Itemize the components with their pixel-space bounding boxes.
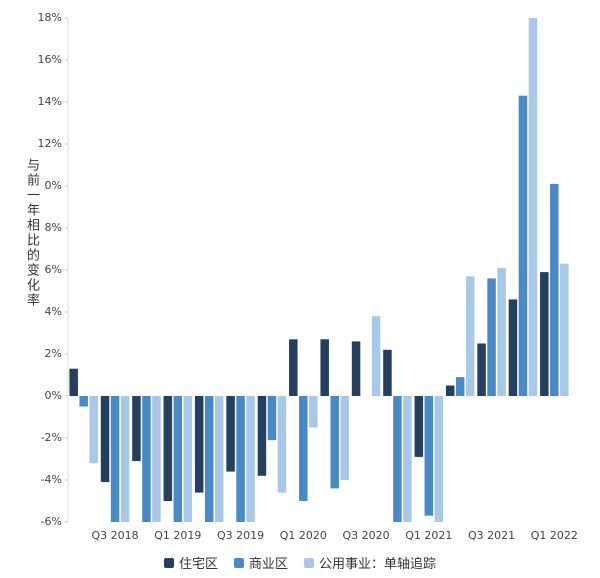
bar: [508, 299, 518, 396]
x-tick-label: Q3 2020: [342, 529, 389, 542]
bar: [236, 396, 245, 522]
bar: [340, 396, 349, 480]
bar: [371, 316, 381, 396]
x-tick-label: Q1 2019: [154, 529, 201, 542]
bar: [455, 377, 465, 396]
y-tick-label: 14%: [38, 95, 62, 108]
y-tick-label: 8%: [45, 221, 62, 234]
y-axis-label: 与前一年相比的变化率: [24, 158, 39, 308]
x-tick-label: Q3 2019: [217, 529, 264, 542]
bar: [277, 396, 287, 493]
x-tick-label: Q1 2022: [531, 529, 578, 542]
x-tick-label: Q3 2021: [468, 529, 515, 542]
bar: [434, 396, 444, 522]
legend-label: 住宅区: [178, 557, 218, 572]
legend-item: 商业区: [233, 553, 288, 572]
bar: [393, 396, 402, 522]
bar: [194, 396, 204, 493]
y-tick-label: 6%: [45, 263, 62, 276]
y-tick-label: 0%: [45, 179, 62, 192]
y-tick-label: 18%: [38, 11, 62, 24]
bar: [518, 95, 528, 396]
bar: [152, 396, 161, 522]
bar: [89, 396, 98, 464]
y-tick-label: 16%: [38, 53, 62, 66]
bar: [69, 368, 78, 396]
bar: [289, 339, 298, 396]
bar: [540, 272, 549, 396]
bar: [403, 396, 412, 522]
legend-swatch: [233, 557, 244, 568]
bar: [120, 396, 130, 522]
bar: [110, 396, 120, 522]
bar: [132, 396, 141, 462]
bar: [257, 396, 267, 476]
bar: [214, 396, 224, 522]
bar: [497, 267, 506, 396]
legend: 住宅区 商业区 公用事业：单轴追踪: [0, 553, 600, 572]
y-tick-label: 12%: [38, 137, 62, 150]
bar: [477, 343, 486, 396]
bar: [267, 396, 277, 441]
bar: [465, 276, 475, 396]
y-tick-label: -4%: [41, 473, 62, 486]
bar: [351, 341, 361, 396]
legend-swatch: [163, 557, 174, 568]
bar: [330, 396, 339, 489]
legend-item: 公用事业：单轴追踪: [304, 553, 436, 572]
legend-label: 公用事业：单轴追踪: [319, 557, 437, 572]
bar: [550, 183, 559, 396]
bar: [163, 396, 173, 501]
bar: [560, 263, 569, 396]
bar: [79, 396, 88, 407]
x-tick-label: Q3 2018: [91, 529, 138, 542]
legend-item: 住宅区: [163, 553, 218, 572]
bar: [445, 385, 455, 396]
bar: [299, 396, 308, 501]
y-tick-label: 0%: [45, 389, 62, 402]
bar: [383, 349, 392, 396]
y-tick-label: 4%: [45, 305, 62, 318]
bar: [226, 396, 235, 472]
bar: [246, 396, 255, 522]
x-tick-label: Q1 2021: [405, 529, 452, 542]
bar: [424, 396, 434, 516]
bar: [414, 396, 424, 457]
bar: [204, 396, 214, 522]
legend-swatch: [304, 557, 314, 568]
bar: [173, 396, 183, 522]
bar: [309, 396, 318, 428]
bar: [100, 396, 110, 483]
legend-label: 商业区: [248, 557, 288, 572]
x-tick-label: Q1 2020: [280, 529, 327, 542]
bar: [528, 18, 538, 396]
bar: [183, 396, 193, 522]
bar: [487, 278, 496, 396]
y-tick-label: 2%: [45, 347, 62, 360]
y-tick-label: -2%: [41, 431, 62, 444]
bar: [320, 339, 329, 396]
bar: [142, 396, 151, 522]
y-tick-label: -6%: [41, 515, 62, 528]
